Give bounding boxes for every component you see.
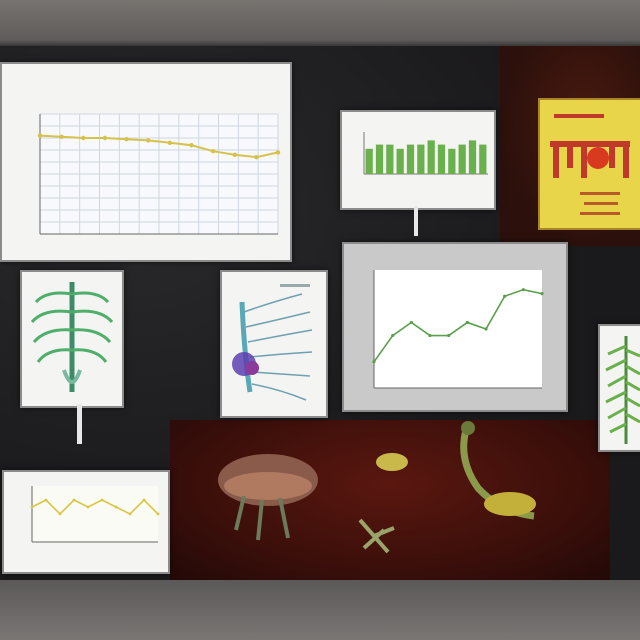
data-point [124, 137, 129, 142]
chart-panel-1 [0, 62, 292, 262]
data-point [484, 327, 488, 331]
bar [448, 148, 456, 174]
anatomy-diagram-panel [220, 270, 328, 418]
data-point [145, 138, 151, 143]
chart-panel-2 [340, 110, 496, 210]
floor-strip [0, 580, 640, 640]
mushroom-creature-icon [218, 454, 318, 541]
data-point [30, 505, 34, 509]
sign-line [580, 212, 620, 215]
series-line [39, 134, 279, 159]
small-bug-icon [376, 453, 408, 471]
chart-panel-4 [2, 470, 170, 574]
data-point [372, 360, 376, 364]
plant-leaf-icon [30, 282, 114, 392]
sign-graphic [550, 114, 630, 215]
data-point [275, 150, 281, 155]
data-point [540, 292, 544, 296]
data-point [465, 320, 469, 325]
bar [417, 144, 425, 174]
panel-pin [414, 206, 418, 236]
data-point [128, 512, 132, 516]
plot-area [32, 486, 158, 542]
sign-fruit-icon [587, 147, 609, 169]
sign-line [580, 192, 620, 195]
data-point [391, 333, 395, 338]
sign-line [584, 202, 618, 205]
bar [396, 148, 404, 174]
data-point [37, 133, 43, 138]
bar [427, 140, 435, 174]
bar [365, 148, 373, 174]
flower-diagram-icon [232, 284, 313, 401]
bar [406, 144, 415, 174]
lizard-creature-icon [460, 421, 536, 520]
insect-creature-icon [358, 518, 395, 554]
data-point [86, 505, 90, 509]
data-point [189, 143, 194, 148]
sign-glyphs [550, 141, 630, 178]
data-point [81, 135, 86, 141]
data-point [409, 320, 413, 325]
fern-icon [605, 336, 640, 444]
bar [479, 144, 487, 174]
data-point [100, 498, 104, 502]
bar [468, 140, 477, 174]
chart-3 [372, 270, 544, 389]
bar [458, 144, 466, 174]
bar [386, 144, 394, 174]
data-point [232, 152, 237, 157]
fern-panel [598, 324, 640, 452]
data-point [114, 505, 118, 509]
data-point [142, 498, 146, 502]
data-point [503, 294, 507, 298]
data-point [447, 333, 451, 338]
chart-1 [37, 113, 281, 235]
data-point [254, 155, 259, 160]
data-point [58, 512, 62, 516]
data-point [428, 333, 432, 338]
chart-2 [363, 132, 488, 175]
data-point [167, 140, 173, 145]
data-point [72, 498, 76, 502]
data-point [44, 498, 48, 502]
series-line [31, 498, 159, 516]
bar [437, 144, 446, 174]
data-point [521, 288, 525, 292]
series-line [373, 288, 543, 363]
chart-4 [30, 486, 160, 543]
bar [375, 144, 384, 174]
plant-diagram-panel [20, 270, 124, 408]
sign-line [554, 114, 604, 118]
panel-pin [77, 404, 82, 444]
data-point [156, 512, 160, 516]
chart-panel-3 [342, 242, 568, 412]
data-point [210, 149, 216, 154]
data-point [102, 135, 108, 141]
data-point [59, 134, 64, 139]
yellow-sign [538, 98, 640, 230]
